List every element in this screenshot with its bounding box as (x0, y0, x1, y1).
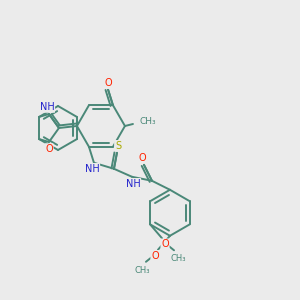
Text: NH: NH (85, 164, 99, 174)
Text: NH: NH (126, 179, 140, 189)
Text: O: O (138, 153, 146, 163)
Text: CH₃: CH₃ (170, 254, 186, 263)
Text: NH: NH (40, 102, 54, 112)
Text: O: O (45, 144, 53, 154)
Text: S: S (115, 141, 121, 151)
Text: O: O (151, 251, 159, 261)
Text: CH₃: CH₃ (140, 118, 157, 127)
Text: O: O (161, 239, 169, 249)
Text: CH₃: CH₃ (134, 266, 150, 275)
Text: O: O (104, 78, 112, 88)
